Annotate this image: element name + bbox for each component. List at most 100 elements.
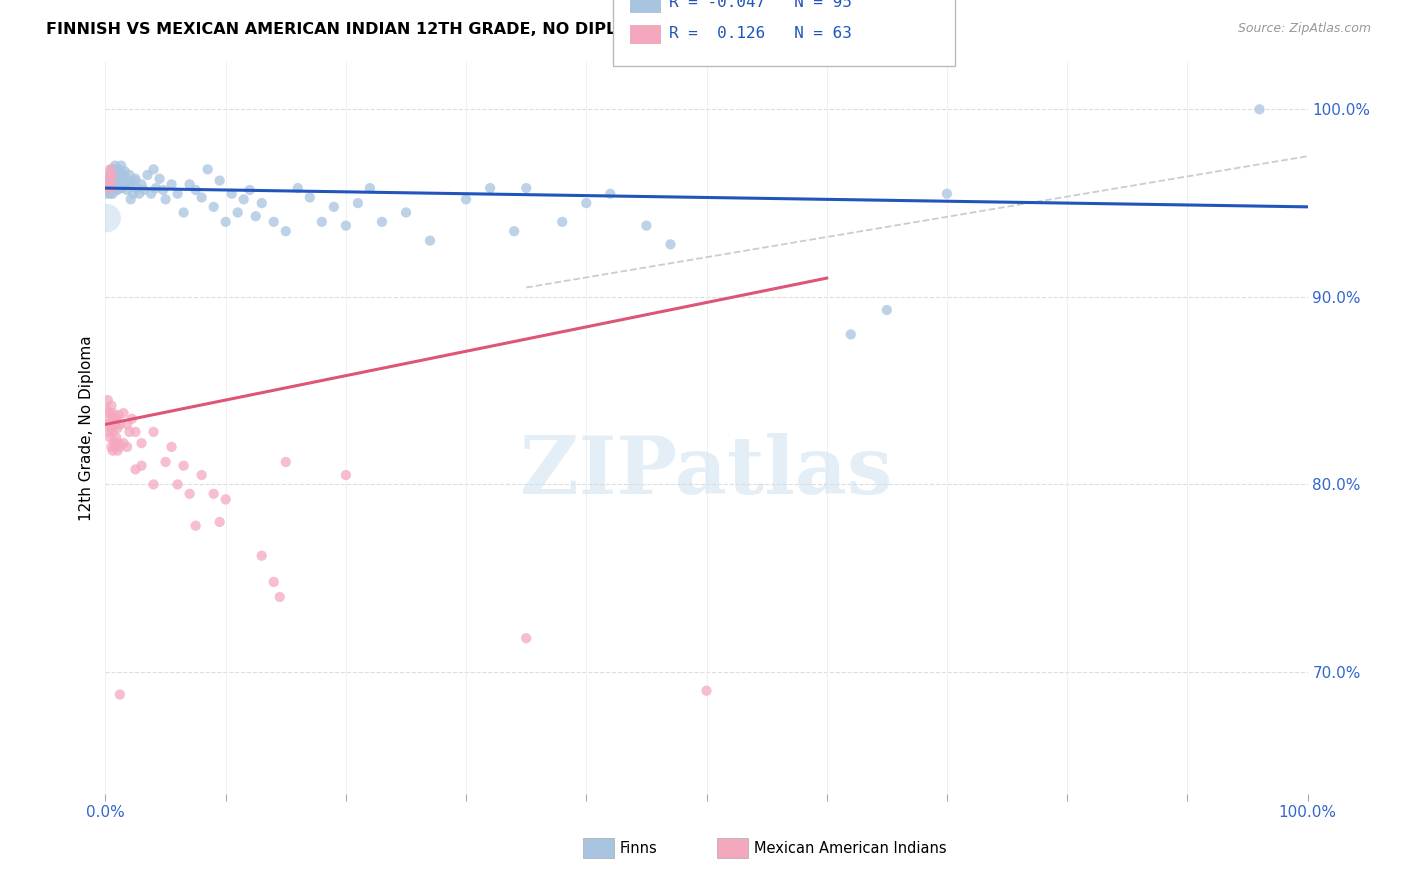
- Point: [160, 440, 183, 454]
- Point: [112, 168, 135, 182]
- Point: [503, 224, 526, 238]
- Point: [839, 327, 862, 342]
- Point: [184, 518, 207, 533]
- Point: [659, 237, 682, 252]
- Point: [122, 186, 145, 201]
- Point: [112, 178, 135, 192]
- Point: [599, 186, 621, 201]
- Point: [125, 181, 148, 195]
- Point: [131, 436, 153, 450]
- Point: [101, 443, 124, 458]
- Point: [114, 164, 136, 178]
- Point: [226, 205, 249, 219]
- Y-axis label: 12th Grade, No Diploma: 12th Grade, No Diploma: [79, 335, 94, 521]
- Point: [98, 173, 121, 187]
- Point: [107, 171, 129, 186]
- Point: [142, 477, 165, 491]
- Point: [98, 168, 121, 182]
- Point: [148, 171, 170, 186]
- Point: [100, 181, 122, 195]
- Point: [108, 417, 131, 432]
- Text: Mexican American Indians: Mexican American Indians: [754, 841, 946, 855]
- Point: [274, 224, 297, 238]
- Point: [239, 183, 262, 197]
- Point: [250, 196, 273, 211]
- Point: [1249, 103, 1271, 117]
- Point: [96, 181, 118, 195]
- Point: [100, 421, 122, 435]
- Point: [96, 402, 118, 417]
- Point: [101, 406, 124, 420]
- Point: [322, 200, 344, 214]
- Point: [124, 171, 146, 186]
- Point: [132, 183, 155, 197]
- Point: [108, 181, 131, 195]
- Point: [551, 215, 574, 229]
- Point: [115, 183, 138, 197]
- Point: [479, 181, 502, 195]
- Point: [107, 408, 129, 422]
- Point: [124, 462, 146, 476]
- Point: [98, 425, 121, 439]
- Point: [263, 574, 285, 589]
- Point: [103, 183, 125, 197]
- Point: [108, 440, 131, 454]
- Point: [103, 171, 125, 186]
- Point: [100, 168, 122, 182]
- Point: [121, 411, 143, 425]
- Point: [155, 192, 177, 206]
- Point: [98, 186, 121, 201]
- Point: [179, 487, 201, 501]
- Point: [202, 487, 225, 501]
- Point: [97, 417, 120, 432]
- Point: [114, 178, 136, 192]
- Point: [454, 192, 477, 206]
- Point: [112, 436, 135, 450]
- Point: [98, 431, 121, 445]
- Text: Finns: Finns: [620, 841, 658, 855]
- Point: [311, 215, 333, 229]
- Point: [202, 200, 225, 214]
- Text: FINNISH VS MEXICAN AMERICAN INDIAN 12TH GRADE, NO DIPLOMA CORRELATION CHART: FINNISH VS MEXICAN AMERICAN INDIAN 12TH …: [46, 22, 855, 37]
- Point: [335, 468, 357, 483]
- Point: [96, 211, 118, 226]
- Point: [419, 234, 441, 248]
- Point: [101, 425, 124, 439]
- Point: [104, 171, 127, 186]
- Point: [298, 190, 321, 204]
- Point: [575, 196, 598, 211]
- Point: [107, 162, 129, 177]
- Point: [160, 178, 183, 192]
- Point: [250, 549, 273, 563]
- Point: [104, 417, 127, 432]
- Point: [104, 440, 127, 454]
- Point: [115, 171, 138, 186]
- Point: [131, 178, 153, 192]
- Point: [105, 431, 128, 445]
- Point: [103, 162, 125, 177]
- Text: ZIPatlas: ZIPatlas: [520, 433, 893, 511]
- Point: [107, 171, 129, 186]
- Point: [145, 181, 167, 195]
- Point: [105, 411, 128, 425]
- Point: [112, 406, 135, 420]
- Point: [395, 205, 418, 219]
- Point: [696, 683, 718, 698]
- Point: [98, 178, 121, 192]
- Point: [96, 186, 118, 201]
- Point: [97, 392, 120, 407]
- Point: [98, 178, 121, 192]
- Text: R = -0.047   N = 95: R = -0.047 N = 95: [669, 0, 852, 10]
- Point: [347, 196, 370, 211]
- Point: [876, 303, 898, 318]
- Point: [107, 421, 129, 435]
- Point: [335, 219, 357, 233]
- Point: [124, 425, 146, 439]
- Point: [208, 173, 231, 187]
- Point: [107, 436, 129, 450]
- Point: [173, 205, 195, 219]
- Point: [98, 181, 121, 195]
- Point: [152, 183, 174, 197]
- Point: [142, 425, 165, 439]
- Point: [108, 168, 131, 182]
